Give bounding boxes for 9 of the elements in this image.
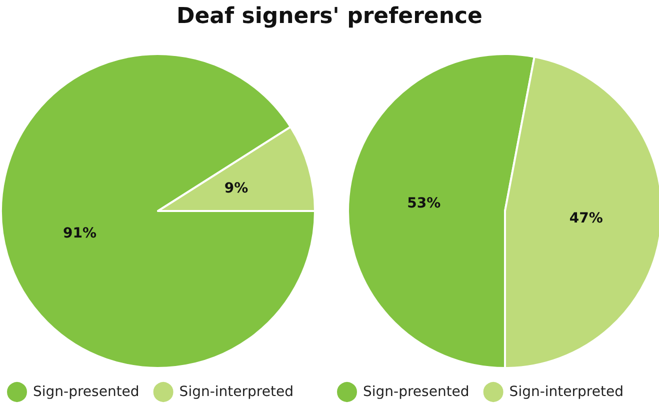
legend-label: Sign-presented [363, 384, 470, 400]
data-label: 47% [569, 210, 603, 227]
legend-label: Sign-interpreted [179, 384, 294, 400]
data-label: 9% [224, 180, 248, 196]
legend-label: Sign-presented [33, 384, 140, 400]
data-label: 53% [407, 195, 441, 212]
chart-title: Deaf signers' preference [176, 4, 484, 29]
legend-label: Sign-interpreted [509, 384, 624, 400]
data-label: 91% [62, 226, 96, 242]
